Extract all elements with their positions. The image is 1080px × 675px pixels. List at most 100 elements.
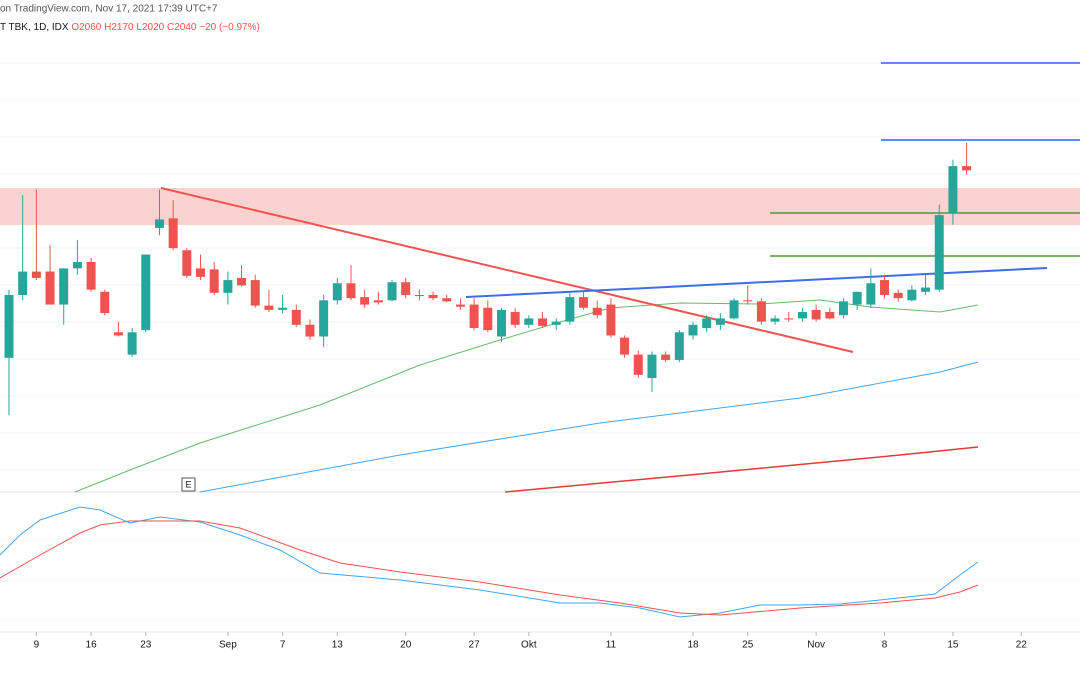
candle-body xyxy=(305,324,315,337)
candle-body xyxy=(45,271,55,305)
candle-body xyxy=(756,301,766,322)
candle-body xyxy=(387,282,397,301)
candle-body xyxy=(168,218,178,249)
x-tick-label: Nov xyxy=(807,640,825,651)
ma-line xyxy=(74,299,979,493)
candle-body xyxy=(414,294,424,297)
candle-body xyxy=(921,287,931,292)
candle-body xyxy=(250,280,260,306)
candle-body xyxy=(962,166,972,171)
x-tick-label: 9 xyxy=(34,640,40,651)
candle-body xyxy=(127,332,137,355)
earnings-box xyxy=(181,477,196,492)
candle-body xyxy=(401,282,411,295)
x-tick-label: 13 xyxy=(332,640,344,651)
candle-body xyxy=(319,300,329,337)
x-tick-label: 7 xyxy=(280,640,286,651)
candle-body xyxy=(715,318,725,325)
candle-body xyxy=(264,305,274,310)
candle-body xyxy=(4,294,14,358)
candle-body xyxy=(620,337,630,355)
candle-body xyxy=(360,297,370,305)
candle-body xyxy=(551,321,561,325)
candle-body xyxy=(72,261,82,269)
candle-body xyxy=(852,291,862,305)
candle-body xyxy=(18,271,28,295)
candle-body xyxy=(633,354,643,375)
candle-body xyxy=(811,309,821,320)
candle-body xyxy=(455,304,465,307)
candle-body xyxy=(688,324,698,336)
candle-body xyxy=(154,219,164,228)
candle-body xyxy=(784,318,794,320)
macd-line xyxy=(0,506,979,618)
candle-body xyxy=(770,318,780,322)
trendline xyxy=(465,267,1048,298)
candle-body xyxy=(223,280,233,293)
ohlc: O2060 xyxy=(71,22,101,33)
candle-body xyxy=(86,261,96,290)
candle-body xyxy=(838,301,848,316)
candle-body xyxy=(934,215,944,290)
candle-body xyxy=(606,304,616,336)
candle-body xyxy=(538,318,548,326)
candle-body xyxy=(141,254,151,331)
ma-line xyxy=(199,361,979,493)
candle-body xyxy=(278,307,288,310)
x-tick-label: 25 xyxy=(742,640,754,651)
candle-body xyxy=(592,307,602,316)
candle-body xyxy=(469,304,479,328)
candle-body xyxy=(743,300,753,302)
x-tick-label: 11 xyxy=(606,640,617,651)
candle-body xyxy=(880,280,890,295)
ma-line xyxy=(504,446,979,493)
candle-body xyxy=(579,297,589,308)
x-tick-label: 20 xyxy=(400,640,412,651)
x-tick-label: 8 xyxy=(882,640,888,651)
candle-body xyxy=(948,166,958,213)
earnings-marker: E xyxy=(185,479,191,489)
candle-body xyxy=(31,271,41,278)
ohlc: L2020 xyxy=(136,22,164,33)
candle-body xyxy=(729,300,739,319)
candle-body xyxy=(373,300,383,303)
candle-body xyxy=(647,354,657,379)
change: −20 (−0.97%) xyxy=(199,22,260,33)
candle-body xyxy=(332,283,342,301)
candle-body xyxy=(496,309,506,337)
ohlc: H2170 xyxy=(104,22,134,33)
ohlc: C2040 xyxy=(167,22,197,33)
candle-body xyxy=(661,354,671,360)
candle-body xyxy=(866,283,876,305)
candle-body xyxy=(346,283,356,299)
x-tick-label: 15 xyxy=(947,640,959,651)
candle-body xyxy=(442,298,452,302)
candle-body xyxy=(510,312,520,325)
x-tick-label: 18 xyxy=(687,640,699,651)
candle-body xyxy=(237,277,247,286)
candle-body xyxy=(674,332,684,360)
candles xyxy=(4,142,972,416)
candle-body xyxy=(483,307,493,331)
candle-body xyxy=(524,318,534,325)
candle-body xyxy=(702,318,712,328)
candle-body xyxy=(565,297,575,322)
candle-body xyxy=(100,291,110,314)
candle-body xyxy=(196,268,206,277)
x-tick-label: 27 xyxy=(469,640,481,651)
trendline xyxy=(160,187,854,353)
x-tick-label: 22 xyxy=(1016,640,1028,651)
candle-body xyxy=(825,312,835,319)
candle-body xyxy=(113,332,123,336)
candle-body xyxy=(182,250,192,276)
source: on TradingView.com, Nov 17, 2021 17:39 U… xyxy=(0,4,218,15)
x-tick-label: 23 xyxy=(140,640,152,651)
symbol: T TBK, 1D, IDX xyxy=(0,22,69,33)
x-tick-label: Okt xyxy=(521,640,537,651)
candle-body xyxy=(291,309,301,325)
signal-line xyxy=(0,520,979,616)
x-tick-label: 16 xyxy=(86,640,98,651)
x-tick-label: Sep xyxy=(219,640,237,651)
candle-body xyxy=(209,269,219,293)
